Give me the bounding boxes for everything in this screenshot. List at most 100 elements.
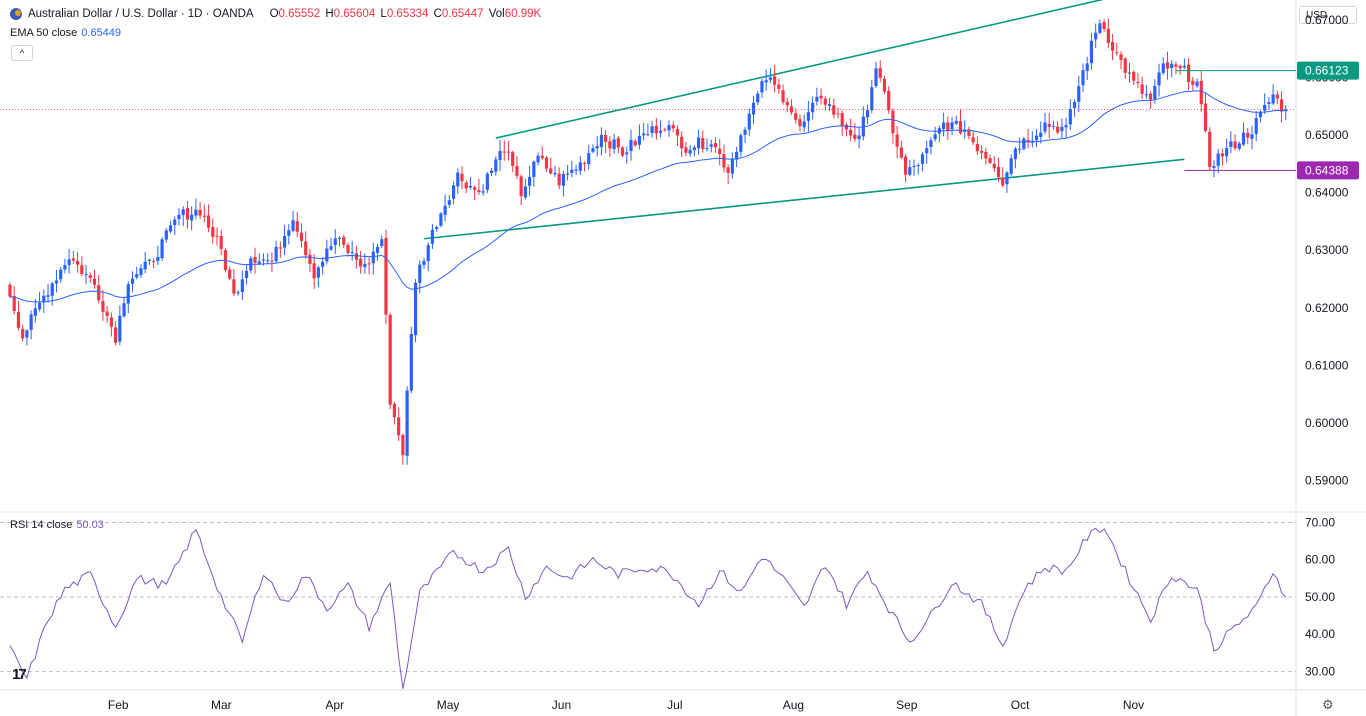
candle-body [219,235,223,250]
candle [1246,127,1250,145]
candle [274,240,278,264]
candle [663,127,667,132]
candle-body [46,295,50,297]
candle-body [806,112,811,121]
tradingview-watermark[interactable]: 17 [12,666,27,683]
candle-body [50,283,54,296]
candle-body [25,330,29,338]
candle-body [498,151,502,161]
candle-body [785,101,789,106]
candle-body [519,176,523,197]
candle-body [202,215,206,217]
candle [59,267,63,283]
candle [1275,90,1279,105]
candle-body [215,235,219,237]
candle [815,87,819,106]
gear-icon[interactable]: ⚙ [1322,697,1334,712]
candle-body [658,130,663,133]
candle-body [206,215,211,228]
candle-body [392,403,397,418]
candle-body [1102,22,1106,29]
symbol-title[interactable]: Australian Dollar / U.S. Dollar · 1D · O… [28,8,254,20]
candle [135,266,139,280]
candle [380,235,384,249]
candle [688,145,692,157]
candle [202,204,206,223]
candle-body [295,221,299,232]
candle [359,250,363,274]
candle-body [185,208,190,220]
candle [173,216,177,236]
candle [696,129,701,155]
candle-body [688,149,692,154]
candle-body [916,165,920,167]
candle [1195,78,1199,88]
candle-body [523,186,527,198]
candle [1123,56,1127,79]
candle-body [75,260,80,265]
candle [1081,63,1085,92]
candle-body [198,209,202,216]
candle [156,245,160,266]
high-value: 0.65604 [333,8,376,20]
candle [1039,121,1043,144]
candle-body [114,327,118,343]
candle-body [1018,148,1022,150]
candle-body [447,200,451,205]
candle-body [435,226,439,230]
candle-body [925,148,929,154]
candle-body [1089,40,1094,64]
candle [325,239,329,265]
candle-body [882,78,887,92]
candle [494,156,498,176]
candle-body [1199,80,1203,105]
candle [1178,64,1182,75]
candle [882,76,887,95]
candle-body [1148,93,1153,100]
candle-body [494,159,498,172]
candle [312,254,316,289]
candle-body [325,248,329,262]
candle-body [1043,122,1047,132]
collapse-legend-button[interactable]: ^ [11,45,33,61]
candle [557,167,561,190]
candle-body [232,279,236,294]
candle-body [105,311,109,316]
candle [409,326,413,394]
candle-body [329,246,333,250]
ema-value: 0.65449 [81,27,122,39]
candle-body [637,135,642,145]
candle [1208,127,1212,171]
candle-body [1022,138,1026,149]
candle [456,168,460,194]
candle-body [954,120,958,124]
candle-body [430,229,435,244]
ema-legend[interactable]: EMA 50 close 0.65449 [10,27,121,39]
currency-button[interactable]: USD [1299,6,1357,24]
candle-body [988,158,992,163]
candle [1144,85,1148,99]
candle-body [794,113,798,120]
candle-body [190,214,194,221]
candle [781,84,785,105]
candle-body [544,157,549,169]
candle [1115,42,1119,56]
candle-body [1051,125,1056,127]
candle [1094,23,1098,49]
candle-body [680,136,684,149]
rsi-legend[interactable]: RSI 14 close 50.03 [10,519,104,531]
candle [773,65,777,93]
candle [447,195,451,209]
candle-body [570,169,574,174]
candle-body [1279,99,1284,112]
candle [426,242,430,272]
candle-body [439,213,443,226]
candle-body [405,390,409,456]
candle-body [578,162,582,171]
candle-body [865,109,870,118]
candle [684,141,688,157]
candle-body [950,122,954,130]
candle [528,165,532,196]
price-tick-label: 0.67000 [1305,13,1349,27]
